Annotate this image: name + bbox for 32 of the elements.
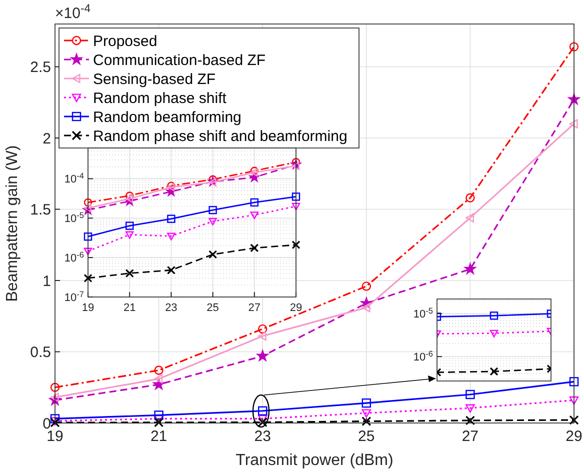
x-tick-label: 21 <box>123 302 136 314</box>
legend-label: Random phase shift and beamforming <box>93 128 348 145</box>
y-tick-label: 1 <box>42 272 51 290</box>
y-tick-label: 2 <box>42 130 51 148</box>
legend-label: Sensing-based ZF <box>93 71 216 88</box>
x-tick-label: 23 <box>254 428 271 445</box>
y-axis-title: Beampattern gain (W) <box>4 145 21 302</box>
text: ×10$^{-4}$ <box>55 3 90 22</box>
y-tick-label: 10$^{-7}$ <box>64 289 84 304</box>
y-tick-label: 2.5 <box>30 59 51 76</box>
x-tick-label: 19 <box>46 428 64 445</box>
y-tick-label: 10$^{-5}$ <box>64 210 84 225</box>
y-tick-label: 10$^{-4}$ <box>64 171 84 186</box>
legend-label: Random beamforming <box>93 109 242 126</box>
x-tick-label: 29 <box>566 428 582 445</box>
x-tick-label: 21 <box>150 428 168 445</box>
x-tick-label: 25 <box>358 428 375 445</box>
legend-label: Proposed <box>93 33 158 50</box>
y-tick-label: 10$^{-5}$ <box>413 306 434 321</box>
legend-label: Communication-based ZF <box>93 52 266 69</box>
x-tick-label: 29 <box>290 302 302 314</box>
x-tick-label: 23 <box>165 302 178 314</box>
x-axis-title: Transmit power (dBm) <box>236 452 394 469</box>
y-tick-label: 10$^{-6}$ <box>64 250 84 264</box>
x-tick-label: 27 <box>248 302 261 314</box>
x-tick-label: 27 <box>462 428 479 445</box>
y-tick-label: 1.5 <box>30 202 51 218</box>
y-tick-label: 10$^{-6}$ <box>413 348 434 364</box>
legend-label: Random phase shift <box>93 90 228 107</box>
x-tick-label: 19 <box>82 302 94 314</box>
x-tick-label: 25 <box>206 302 219 314</box>
y-tick-label: 0.5 <box>30 344 51 361</box>
